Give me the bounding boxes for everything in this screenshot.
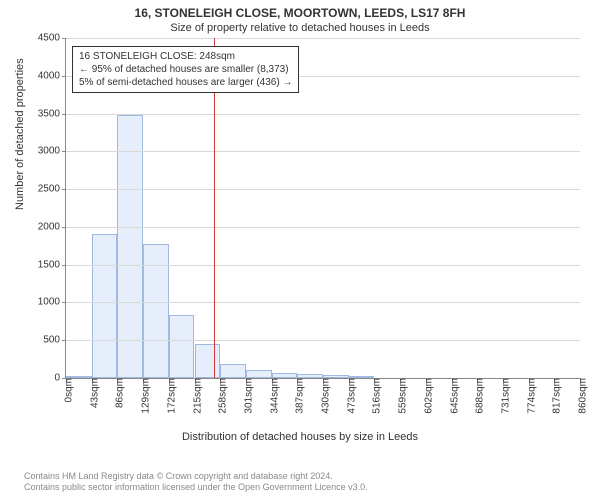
histogram-bar	[246, 370, 272, 378]
annotation-line-1: 16 STONELEIGH CLOSE: 248sqm	[79, 50, 292, 63]
annotation-line-2: ← 95% of detached houses are smaller (8,…	[79, 63, 292, 76]
x-tick-label: 344sqm	[263, 378, 280, 414]
annotation-line-3: 5% of semi-detached houses are larger (4…	[79, 76, 292, 89]
grid-line	[66, 265, 580, 266]
grid-line	[66, 227, 580, 228]
x-tick-label: 688sqm	[469, 378, 486, 414]
histogram-bar	[92, 234, 118, 378]
y-tick-label: 4500	[38, 33, 66, 44]
chart-plot-area: 16 STONELEIGH CLOSE: 248sqm ← 95% of det…	[65, 38, 580, 379]
x-tick-label: 387sqm	[289, 378, 306, 414]
grid-line	[66, 38, 580, 39]
x-axis-label: Distribution of detached houses by size …	[0, 431, 600, 443]
grid-line	[66, 189, 580, 190]
y-tick-label: 3000	[38, 146, 66, 157]
y-tick-label: 3500	[38, 108, 66, 119]
title-main: 16, STONELEIGH CLOSE, MOORTOWN, LEEDS, L…	[0, 0, 600, 20]
y-tick-label: 4000	[38, 70, 66, 81]
x-tick-label: 774sqm	[520, 378, 537, 414]
y-tick-label: 1500	[38, 259, 66, 270]
x-tick-label: 215sqm	[186, 378, 203, 414]
footer: Contains HM Land Registry data © Crown c…	[24, 471, 368, 494]
x-tick-label: 731sqm	[494, 378, 511, 414]
x-tick-label: 86sqm	[109, 378, 126, 408]
y-axis-label: Number of detached properties	[14, 58, 26, 210]
x-tick-label: 258sqm	[212, 378, 229, 414]
x-tick-label: 430sqm	[315, 378, 332, 414]
y-tick-label: 2500	[38, 184, 66, 195]
x-tick-label: 129sqm	[135, 378, 152, 414]
y-tick-label: 2000	[38, 221, 66, 232]
x-tick-label: 43sqm	[83, 378, 100, 408]
y-tick-label: 500	[43, 335, 66, 346]
grid-line	[66, 114, 580, 115]
x-tick-label: 0sqm	[58, 378, 75, 402]
histogram-bar	[195, 344, 221, 378]
histogram-bar	[117, 115, 143, 378]
footer-line-2: Contains public sector information licen…	[24, 482, 368, 494]
annotation-box: 16 STONELEIGH CLOSE: 248sqm ← 95% of det…	[72, 46, 299, 93]
x-tick-label: 473sqm	[340, 378, 357, 414]
x-tick-label: 645sqm	[443, 378, 460, 414]
histogram-bar	[169, 315, 195, 378]
grid-line	[66, 340, 580, 341]
grid-line	[66, 151, 580, 152]
x-tick-label: 172sqm	[160, 378, 177, 414]
x-tick-label: 860sqm	[572, 378, 589, 414]
x-tick-label: 559sqm	[392, 378, 409, 414]
footer-line-1: Contains HM Land Registry data © Crown c…	[24, 471, 368, 483]
y-tick-label: 1000	[38, 297, 66, 308]
x-tick-label: 817sqm	[546, 378, 563, 414]
histogram-bar	[220, 364, 246, 378]
x-tick-label: 516sqm	[366, 378, 383, 414]
x-tick-label: 602sqm	[417, 378, 434, 414]
title-sub: Size of property relative to detached ho…	[0, 20, 600, 38]
grid-line	[66, 302, 580, 303]
x-tick-label: 301sqm	[237, 378, 254, 414]
